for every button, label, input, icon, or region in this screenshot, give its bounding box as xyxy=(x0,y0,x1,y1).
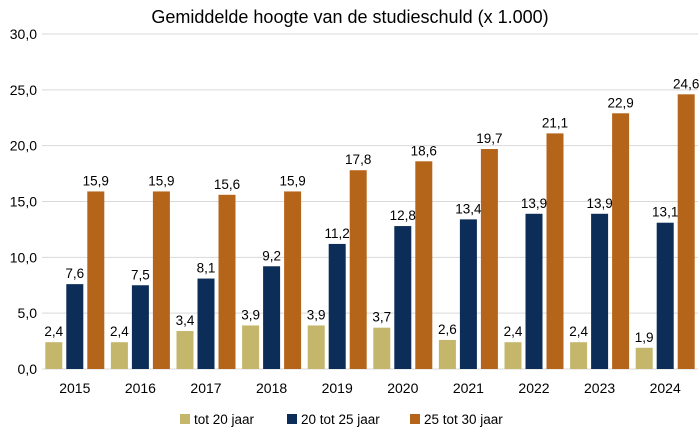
x-tick-label: 2023 xyxy=(584,380,615,396)
legend-swatch xyxy=(410,414,420,424)
data-label: 13,9 xyxy=(521,196,547,211)
bar xyxy=(307,325,325,369)
legend-label: 20 tot 25 jaar xyxy=(301,412,380,427)
x-tick-label: 2017 xyxy=(190,380,221,396)
x-axis-ticks: 2015 2016 2017 2018 2019 2020 2021 2022 2023 2024 xyxy=(59,380,681,396)
data-label: 13,4 xyxy=(455,201,482,216)
bar xyxy=(176,331,194,369)
x-tick-label: 2019 xyxy=(322,380,353,396)
data-label: 9,2 xyxy=(262,248,281,263)
data-label: 8,1 xyxy=(197,261,216,276)
data-label: 7,6 xyxy=(65,266,84,281)
data-label: 3,4 xyxy=(176,313,195,328)
data-label: 12,8 xyxy=(390,208,416,223)
data-label: 3,9 xyxy=(241,307,260,322)
y-axis-ticks: 0,0 5,0 10,0 15,0 20,0 25,0 30,0 xyxy=(10,26,37,377)
bar xyxy=(480,149,498,369)
data-label: 21,1 xyxy=(542,115,568,130)
bar xyxy=(242,325,260,369)
bar xyxy=(110,342,128,369)
data-label: 15,6 xyxy=(214,177,240,192)
data-label: 24,6 xyxy=(673,76,699,91)
bars xyxy=(45,94,695,370)
x-tick-label: 2020 xyxy=(387,380,418,396)
legend-label: tot 20 jaar xyxy=(194,412,255,427)
chart-title: Gemiddelde hoogte van de studieschuld (x… xyxy=(151,7,548,27)
x-tick-label: 2024 xyxy=(650,380,681,396)
legend-label: 25 tot 30 jaar xyxy=(424,412,503,427)
bar xyxy=(131,285,149,369)
data-label: 3,9 xyxy=(307,307,326,322)
data-label: 17,8 xyxy=(345,152,371,167)
data-label: 2,4 xyxy=(569,324,588,339)
data-label: 13,1 xyxy=(652,205,678,220)
bar xyxy=(438,339,456,369)
bar xyxy=(45,342,63,369)
data-label: 15,9 xyxy=(83,173,109,188)
data-label: 15,9 xyxy=(148,173,174,188)
data-label: 11,2 xyxy=(325,226,350,241)
legend-swatch xyxy=(180,414,190,424)
data-label: 1,9 xyxy=(635,330,654,345)
x-tick-label: 2015 xyxy=(59,380,90,396)
data-label: 19,7 xyxy=(476,131,502,146)
data-label: 2,4 xyxy=(504,324,523,339)
bar xyxy=(612,113,630,370)
bar xyxy=(677,94,695,370)
bar xyxy=(87,191,105,369)
y-tick-label: 0,0 xyxy=(18,361,38,377)
x-tick-label: 2016 xyxy=(125,380,156,396)
bar xyxy=(459,219,477,369)
y-tick-label: 30,0 xyxy=(10,26,37,42)
bar xyxy=(284,191,302,369)
y-tick-label: 5,0 xyxy=(18,305,38,321)
bar xyxy=(263,266,281,369)
x-tick-label: 2022 xyxy=(518,380,549,396)
data-labels: 2,4 7,6 15,9 2,4 7,5 15,9 3,4 8,1 15,6 3,9 9,2 15,9… xyxy=(44,76,699,344)
data-label: 15,9 xyxy=(279,173,305,188)
bar xyxy=(152,191,170,369)
bar xyxy=(504,342,522,369)
gridlines xyxy=(42,33,698,370)
bar xyxy=(525,213,543,369)
data-label: 7,5 xyxy=(131,267,150,282)
data-label: 18,6 xyxy=(411,143,437,158)
data-label: 2,4 xyxy=(110,324,129,339)
x-tick-label: 2018 xyxy=(256,380,287,396)
bar xyxy=(218,194,236,369)
legend-swatch xyxy=(287,414,297,424)
x-tick-label: 2021 xyxy=(453,380,484,396)
y-tick-label: 20,0 xyxy=(10,138,37,154)
bar xyxy=(656,222,674,369)
bar xyxy=(328,243,346,369)
bar xyxy=(635,347,653,369)
data-label: 22,9 xyxy=(607,95,633,110)
y-tick-label: 25,0 xyxy=(10,82,37,98)
bar xyxy=(197,278,215,369)
bar xyxy=(546,133,564,369)
bar xyxy=(66,284,84,369)
data-label: 2,6 xyxy=(438,322,457,337)
y-tick-label: 15,0 xyxy=(10,194,37,210)
data-label: 3,7 xyxy=(372,310,391,325)
y-tick-label: 10,0 xyxy=(10,249,37,265)
bar xyxy=(349,170,367,369)
legend: tot 20 jaar 20 tot 25 jaar 25 tot 30 jaar xyxy=(180,412,503,427)
bar xyxy=(394,226,412,369)
bar xyxy=(591,213,609,369)
bar xyxy=(570,342,588,369)
data-label: 2,4 xyxy=(44,324,63,339)
bar xyxy=(415,161,433,369)
bar xyxy=(373,327,391,369)
data-label: 13,9 xyxy=(586,196,612,211)
